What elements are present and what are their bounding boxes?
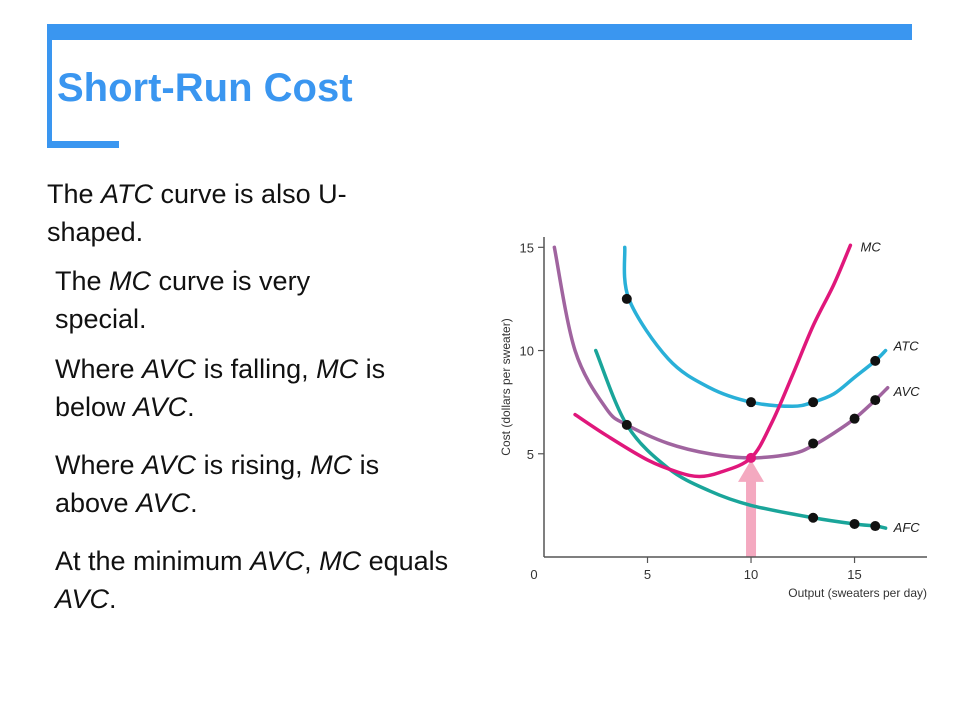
y-axis-label: Cost (dollars per sweater)	[499, 318, 513, 455]
avc-point	[621, 419, 632, 430]
atc-point	[808, 397, 819, 408]
cost-curves-chart: 0 5 10 15 5 10 15 Output (sweaters per day) Cost…	[499, 237, 927, 600]
avc-label: AVC	[893, 384, 921, 399]
header-bar-bottom	[47, 141, 119, 148]
atc-point	[870, 355, 881, 366]
mc-point	[746, 452, 757, 463]
x-tick-label: 15	[847, 567, 861, 582]
avc-point	[808, 438, 819, 449]
header-bar-left	[47, 24, 52, 148]
mc-label: MC	[861, 239, 882, 254]
x-axis-label: Output (sweaters per day)	[788, 586, 927, 600]
slide-title: Short-Run Cost	[57, 66, 353, 110]
y-tick-label: 15	[520, 240, 534, 255]
avc-point	[870, 395, 881, 406]
y-tick-label: 10	[520, 344, 534, 359]
afc-curve	[594, 348, 888, 530]
atc-curve	[622, 245, 888, 409]
header-bar-top	[47, 24, 912, 40]
bullet-3: Where AVC is falling, MC is below AVC.	[55, 354, 386, 422]
atc-label: ATC	[893, 338, 920, 353]
y-tick-label: 5	[527, 447, 534, 462]
afc-point	[849, 518, 860, 529]
afc-label: AFC	[893, 520, 921, 535]
mc-curve	[573, 243, 853, 479]
atc-point	[621, 293, 632, 304]
min-avc-arrow-shaft	[746, 479, 757, 557]
afc-point	[808, 512, 819, 523]
avc-point	[849, 413, 860, 424]
min-avc-arrow-head	[738, 459, 765, 482]
bullet-4: Where AVC is rising, MC is above AVC.	[55, 450, 380, 518]
afc-point	[870, 521, 881, 532]
atc-point	[746, 397, 757, 408]
x-tick-label: 10	[744, 567, 758, 582]
x-tick-label: 0	[530, 567, 537, 582]
bullet-2: The MC curve is very special.	[55, 266, 311, 334]
x-tick-label: 5	[644, 567, 651, 582]
bullet-5: At the minimum AVC, MC equals AVC.	[55, 546, 449, 614]
bullet-1: The ATC curve is also U-shaped.	[47, 179, 347, 247]
